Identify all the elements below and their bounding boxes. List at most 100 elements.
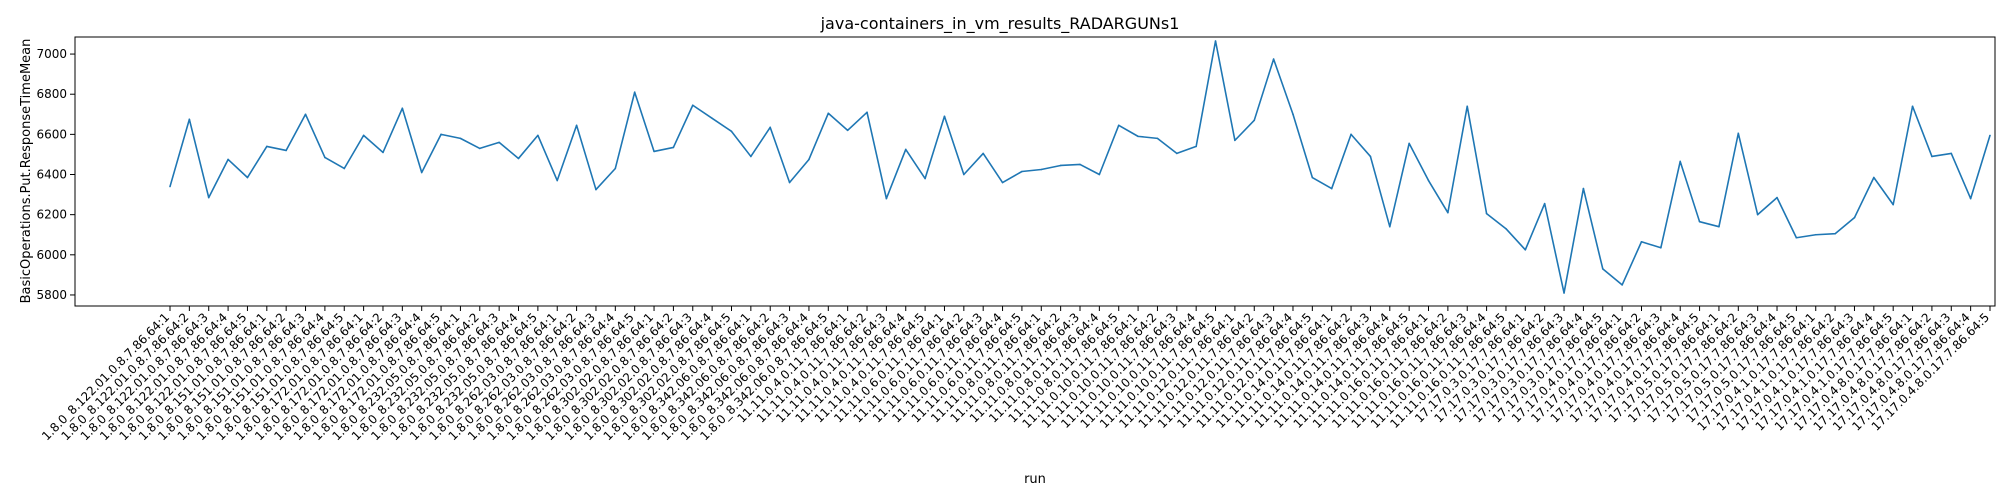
- data-point: [207, 196, 210, 199]
- data-point: [730, 130, 733, 133]
- data-point: [169, 185, 171, 188]
- data-point: [1427, 179, 1430, 182]
- data-point: [1776, 196, 1778, 199]
- data-point: [537, 134, 539, 137]
- data-point: [788, 181, 791, 184]
- data-point: [1214, 40, 1217, 42]
- data-point: [1350, 133, 1352, 136]
- data-point: [1756, 213, 1759, 216]
- data-point: [691, 104, 694, 107]
- data-point: [440, 133, 442, 136]
- data-point: [1601, 268, 1604, 270]
- data-point: [1621, 284, 1623, 286]
- data-point: [846, 129, 849, 132]
- y-axis-label: BasicOperations.Put.ResponseTimeMean: [19, 39, 34, 304]
- data-point: [963, 173, 965, 176]
- data-point: [1195, 145, 1197, 148]
- data-point: [750, 155, 752, 158]
- data-point: [1660, 246, 1662, 249]
- data-point: [1873, 176, 1875, 179]
- data-point: [924, 177, 926, 180]
- x-axis: 1.8.0_8.122.01.0.8.7.86.64:11.8.0_8.122.…: [39, 306, 1992, 443]
- data-point: [1001, 181, 1004, 184]
- data-point: [362, 134, 365, 137]
- data-point: [827, 112, 830, 115]
- data-point: [1079, 163, 1081, 166]
- data-point: [1253, 119, 1256, 122]
- data-point: [517, 157, 520, 160]
- data-point: [1543, 202, 1546, 205]
- data-point: [1911, 105, 1914, 108]
- data-point: [633, 91, 636, 94]
- data-point: [808, 158, 810, 161]
- data-point: [1814, 233, 1817, 236]
- data-point: [1892, 203, 1894, 206]
- data-point: [401, 107, 404, 110]
- data-point: [769, 126, 772, 129]
- data-point: [1021, 170, 1023, 173]
- y-tick-label: 5800: [36, 288, 67, 302]
- y-tick-label: 6000: [36, 248, 67, 262]
- series-line-group: [169, 40, 1991, 294]
- data-point: [1098, 173, 1101, 176]
- data-point: [1640, 240, 1643, 243]
- data-point: [1234, 139, 1236, 142]
- data-point: [904, 148, 907, 151]
- data-point: [266, 145, 268, 148]
- data-point: [1931, 155, 1933, 158]
- data-point: [227, 158, 229, 161]
- data-point: [1447, 211, 1449, 214]
- data-point: [1834, 232, 1836, 235]
- chart-title: java-containers_in_vm_results_RADARGUNs1: [820, 14, 1180, 34]
- data-point: [1117, 124, 1120, 127]
- data-point: [711, 117, 713, 120]
- y-tick-label: 6800: [36, 87, 67, 101]
- data-point: [324, 156, 326, 159]
- y-tick-label: 6400: [36, 168, 67, 182]
- data-point: [575, 124, 578, 127]
- data-point: [1388, 225, 1391, 228]
- data-point: [1698, 220, 1701, 223]
- data-point: [285, 149, 287, 152]
- data-point: [943, 115, 946, 118]
- data-point: [1369, 155, 1372, 158]
- data-point: [1485, 212, 1488, 215]
- data-point: [1466, 105, 1469, 108]
- data-point: [188, 118, 191, 121]
- data-point: [1137, 135, 1139, 138]
- data-point: [1795, 236, 1798, 239]
- data-point: [498, 141, 500, 144]
- data-point: [1408, 142, 1410, 145]
- data-point: [1505, 227, 1507, 230]
- y-tick-label: 6600: [36, 127, 67, 141]
- series-line: [169, 40, 1991, 294]
- data-point: [420, 171, 423, 174]
- data-point: [1272, 58, 1275, 60]
- data-point: [1040, 168, 1043, 171]
- data-point: [1679, 160, 1682, 163]
- data-point: [1950, 152, 1953, 155]
- data-point: [1969, 197, 1972, 200]
- data-point: [1582, 187, 1585, 190]
- y-axis: 5800 6000 6200 6400 6600 6800 7000: [36, 47, 75, 302]
- data-point: [1176, 152, 1178, 155]
- data-point: [885, 197, 888, 200]
- data-point: [1311, 176, 1314, 179]
- data-point: [653, 150, 655, 153]
- plot-frame: [74, 36, 1996, 307]
- data-point: [1292, 113, 1294, 116]
- y-tick-label: 7000: [36, 47, 67, 61]
- data-point: [1563, 292, 1565, 294]
- data-point: [595, 188, 597, 191]
- data-point: [246, 176, 249, 179]
- data-point: [1718, 225, 1720, 228]
- data-point: [343, 167, 346, 170]
- data-point: [1059, 164, 1062, 167]
- data-point: [982, 152, 984, 155]
- y-tick-label: 6200: [36, 208, 67, 222]
- data-point: [382, 151, 384, 154]
- data-point: [1989, 134, 1991, 137]
- data-point: [1524, 248, 1527, 251]
- data-point: [672, 146, 675, 149]
- x-axis-label: run: [1024, 472, 1046, 487]
